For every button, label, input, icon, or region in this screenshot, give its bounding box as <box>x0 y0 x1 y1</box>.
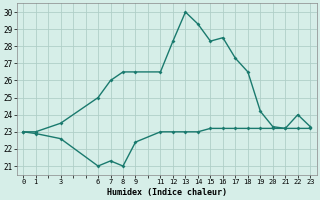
X-axis label: Humidex (Indice chaleur): Humidex (Indice chaleur) <box>107 188 227 197</box>
